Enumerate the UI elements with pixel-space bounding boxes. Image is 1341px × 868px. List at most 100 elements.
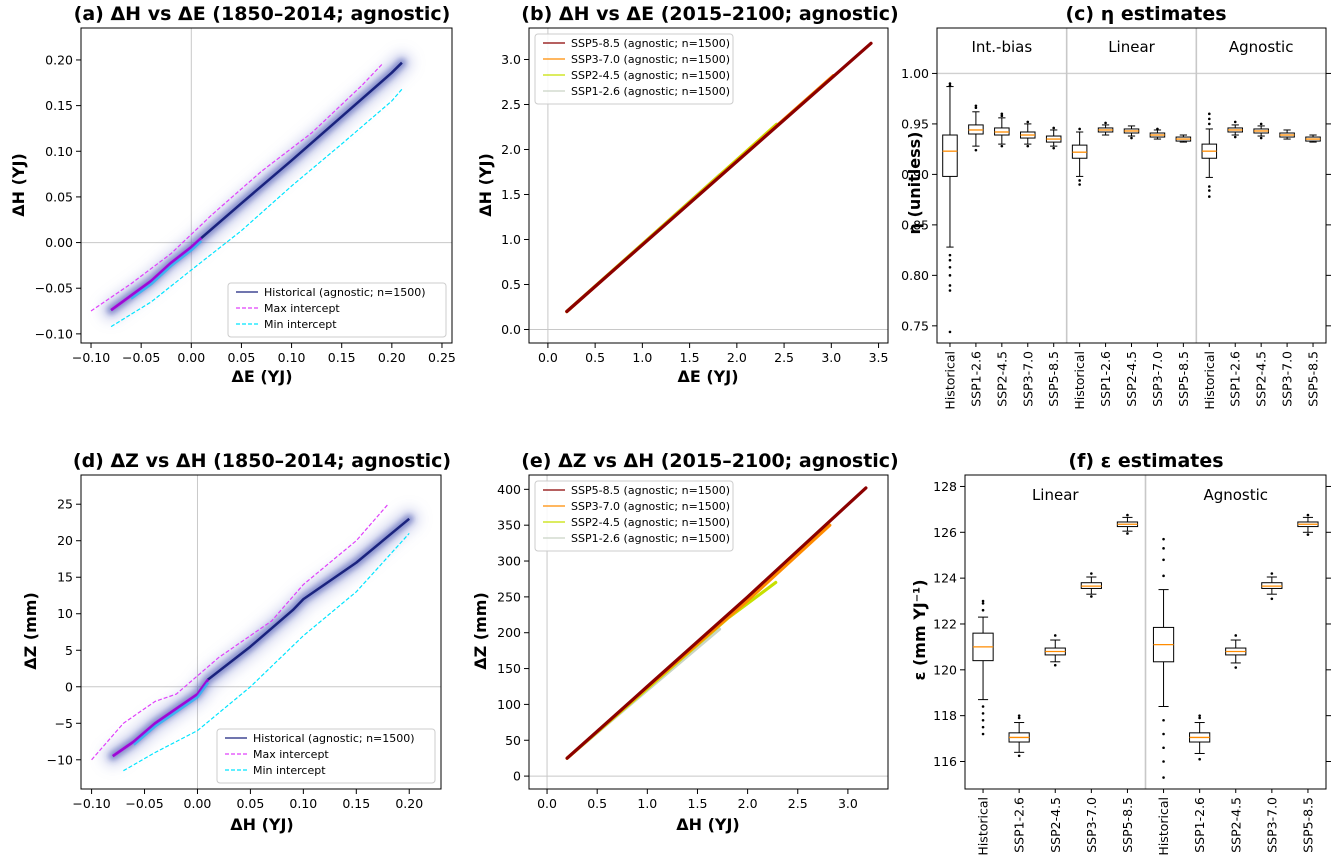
- xtick-label-e: 1.5: [688, 796, 708, 811]
- xtick-label-e: 3.0: [838, 796, 858, 811]
- category-label-c: SSP3-7.0: [1020, 351, 1035, 407]
- xtick-label-e: 0.5: [587, 796, 607, 811]
- outlier-point: [1053, 663, 1057, 667]
- legend-entry-a: Max intercept: [264, 302, 340, 315]
- outlier-point: [1052, 126, 1055, 130]
- min-intercept-cluster-a: [130, 240, 203, 300]
- max-intercept-line-a: [90, 64, 383, 312]
- ytick-label-e: 400: [497, 482, 521, 497]
- outlier-point: [948, 258, 952, 262]
- ytick-label-e: 150: [497, 661, 521, 676]
- ytick-label-b: 1.0: [501, 232, 521, 247]
- outlier-point: [1198, 714, 1201, 717]
- boxplot-c: [1020, 120, 1036, 148]
- series-line-ssp585-b: [565, 41, 873, 314]
- panel-c-title: (c) η estimates: [1065, 3, 1226, 25]
- ytick-label-f: 118: [933, 708, 957, 723]
- ytick-label-a: 0.15: [45, 98, 73, 113]
- panel-b-title: (b) ΔH vs ΔE (2015–2100; agnostic): [521, 3, 898, 25]
- outlier-point: [1130, 136, 1133, 140]
- boxplot-f: [1008, 714, 1030, 758]
- xtick-label-e: 0.0: [537, 796, 557, 811]
- outlier-point: [1162, 558, 1165, 562]
- ytick-label-d: 15: [57, 570, 73, 585]
- plot-frame-b: [528, 27, 889, 344]
- ytick-label-a: 0.00: [45, 235, 73, 250]
- boxplot-c: [968, 104, 984, 152]
- boxplot-f: [1189, 714, 1211, 761]
- ytick-label-d: 25: [57, 497, 73, 512]
- legend-entry-b: SSP2-4.5 (agnostic; n=1500): [571, 69, 730, 82]
- legend-entry-d: Min intercept: [253, 764, 326, 777]
- legend-b: SSP5-8.5 (agnostic; n=1500) SSP3-7.0 (agn…: [534, 33, 734, 105]
- xtick-label-a: −0.05: [122, 350, 160, 365]
- outlier-point: [1000, 114, 1004, 118]
- ytick-label-e: 50: [505, 733, 521, 748]
- outlier-point: [1270, 572, 1274, 575]
- category-label-f: SSP2-4.5: [1228, 797, 1243, 853]
- category-label-c: Historical: [1072, 351, 1087, 410]
- legend-e: SSP5-8.5 (agnostic; n=1500) SSP3-7.0 (agn…: [534, 480, 734, 552]
- outlier-point: [1162, 574, 1165, 578]
- ytick-label-f: 124: [933, 571, 957, 586]
- outlier-point: [981, 608, 985, 612]
- boxplot-f: [972, 599, 994, 736]
- outlier-point: [1104, 121, 1107, 125]
- outlier-point: [1162, 760, 1165, 763]
- ytick-label-e: 0: [513, 769, 521, 784]
- outlier-point: [1208, 189, 1211, 192]
- outlier-point: [1259, 136, 1263, 140]
- boxplot-c: [1123, 125, 1140, 140]
- early-period-cluster-a: [110, 236, 203, 312]
- ytick-label-e: 350: [497, 518, 521, 533]
- outlier-point: [948, 253, 952, 257]
- category-label-f: Historical: [976, 797, 991, 856]
- group-label-f: Linear: [1032, 486, 1079, 504]
- legend-entry-a: Historical (agnostic; n=1500): [264, 286, 426, 299]
- boxplot-c: [1045, 126, 1062, 150]
- panel-f-ylabel: ε (mm YJ⁻¹): [910, 579, 929, 680]
- plot-frame-d: [80, 474, 442, 790]
- outlier-point: [1090, 572, 1093, 575]
- panel-f: (f) ε estimates ε (mm YJ⁻¹) Linear Histor…: [910, 450, 1331, 856]
- xtick-label-a: 0.00: [177, 350, 205, 365]
- outlier-point: [981, 712, 985, 715]
- series-line-ssp585-e: [565, 486, 868, 760]
- xtick-label-a: 0.10: [278, 350, 306, 365]
- outlier-point: [1270, 597, 1274, 601]
- outlier-point: [948, 265, 952, 269]
- legend-entry-e: SSP1-2.6 (agnostic; n=1500): [571, 532, 730, 545]
- panel-d-ylabel: ΔZ (mm): [21, 592, 40, 670]
- outlier-point: [1053, 634, 1057, 637]
- ytick-label-a: 0.05: [45, 189, 73, 204]
- legend-entry-e: SSP3-7.0 (agnostic; n=1500): [571, 500, 730, 513]
- outlier-point: [1306, 533, 1310, 536]
- panel-a-ylabel: ΔH (YJ): [9, 153, 28, 217]
- legend-box-b: [534, 33, 734, 105]
- density-core-a: [106, 58, 407, 315]
- category-label-c: SSP5-8.5: [1046, 351, 1061, 407]
- outlier-point: [948, 330, 952, 334]
- min-intercept-line-a: [110, 88, 403, 328]
- outlier-point: [948, 274, 952, 277]
- outlier-point: [981, 705, 985, 708]
- category-label-f: SSP2-4.5: [1048, 797, 1063, 853]
- xtick-label-a: 0.20: [378, 350, 406, 365]
- xtick-label-b: 3.5: [869, 350, 889, 365]
- panel-b-ylabel: ΔH (YJ): [476, 153, 495, 217]
- outlier-point: [1234, 634, 1238, 637]
- outlier-point: [1234, 666, 1238, 669]
- ytick-label-b: 0.0: [501, 322, 521, 337]
- legend-entry-e: SSP2-4.5 (agnostic; n=1500): [571, 516, 730, 529]
- category-label-f: SSP1-2.6: [1012, 797, 1027, 853]
- category-label-c: SSP3-7.0: [1280, 351, 1295, 407]
- outlier-point: [1208, 117, 1211, 121]
- panel-c: (c) η estimates η (unitless) Int.-bias Hi…: [901, 3, 1331, 410]
- outlier-point: [1000, 112, 1004, 116]
- group-label-c: Linear: [1108, 38, 1155, 56]
- ytick-label-e: 100: [497, 697, 521, 712]
- plot-frame-e: [528, 474, 889, 790]
- boxplot-c: [1279, 129, 1295, 140]
- max-intercept-line-d: [91, 503, 389, 761]
- ytick-label-a: −0.10: [35, 326, 73, 341]
